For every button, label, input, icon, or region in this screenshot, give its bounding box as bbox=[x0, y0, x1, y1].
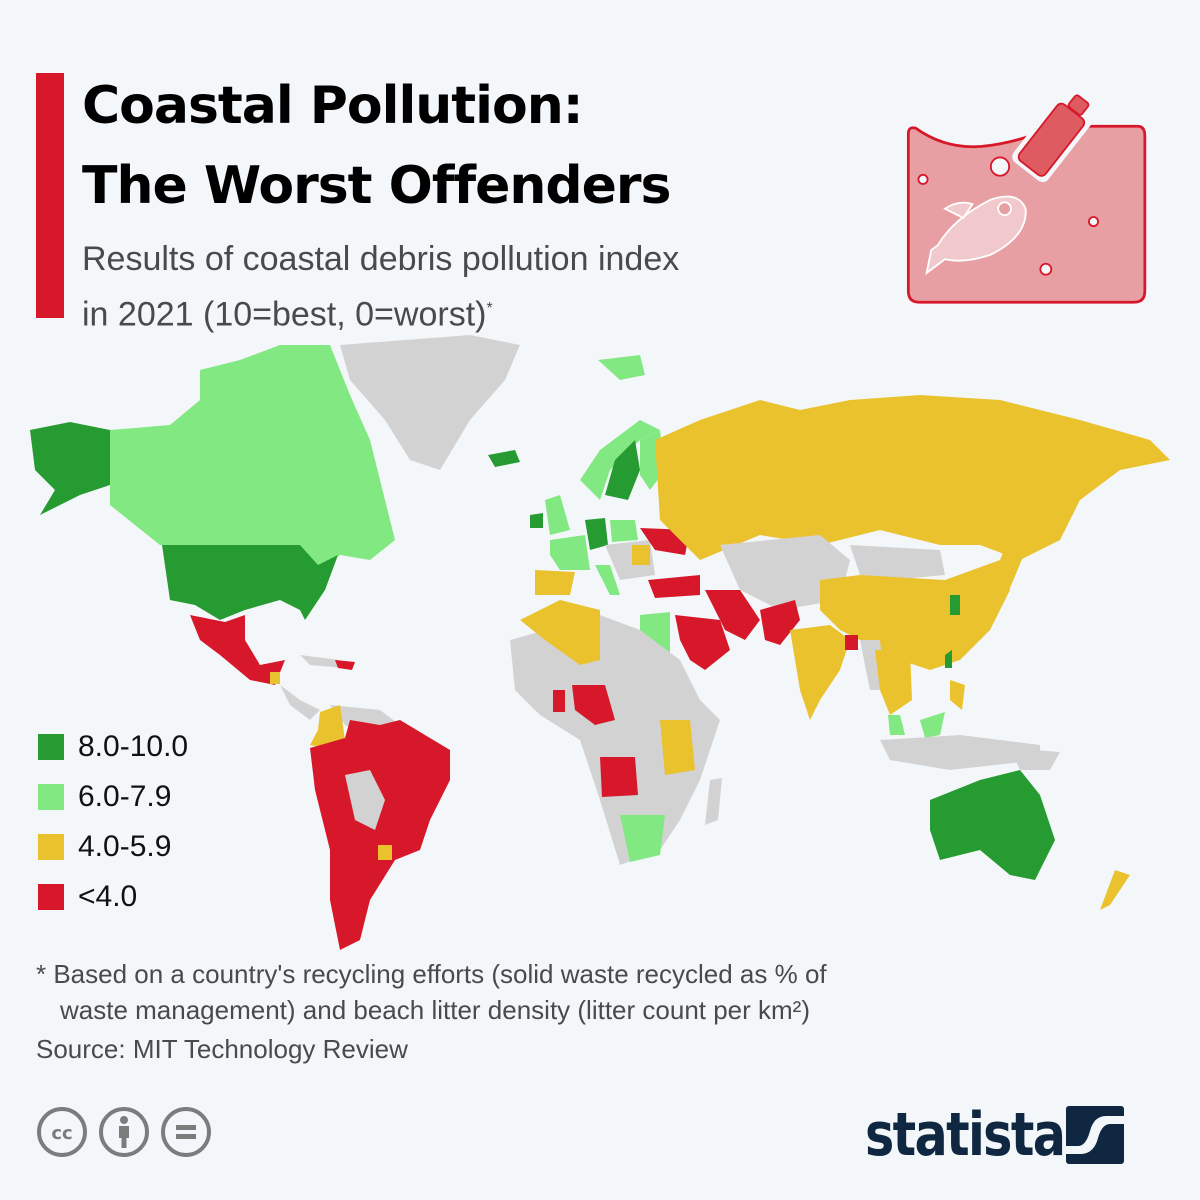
region-spain-portugal bbox=[535, 570, 575, 595]
region-south-africa bbox=[620, 815, 665, 862]
map-legend: 8.0-10.0 6.0-7.9 4.0-5.9 <4.0 bbox=[38, 722, 188, 922]
region-philippines bbox=[950, 680, 965, 710]
legend-label: <4.0 bbox=[78, 880, 138, 913]
region-uruguay bbox=[378, 845, 392, 860]
region-madagascar bbox=[705, 778, 722, 825]
region-usa bbox=[162, 545, 338, 620]
region-indonesia bbox=[880, 735, 1040, 770]
region-poland bbox=[610, 520, 638, 542]
legend-label: 8.0-10.0 bbox=[78, 730, 189, 763]
brand-wordmark: statista bbox=[865, 1100, 1066, 1170]
region-morocco-algeria bbox=[520, 600, 600, 665]
region-uk bbox=[545, 495, 570, 535]
region-pakistan bbox=[760, 600, 800, 645]
region-ireland bbox=[530, 513, 543, 528]
no-derivatives-icon[interactable] bbox=[160, 1106, 212, 1158]
region-africa bbox=[510, 615, 720, 865]
statista-mark-icon bbox=[1066, 1106, 1125, 1164]
legend-item-under-4: <4.0 bbox=[38, 872, 188, 922]
region-germany bbox=[585, 518, 608, 550]
title-line-1: Coastal Pollution: bbox=[82, 76, 584, 136]
region-dominican-republic bbox=[335, 660, 355, 670]
subtitle: Results of coastal debris pollution inde… bbox=[82, 234, 842, 339]
region-colombia-ecuador bbox=[310, 705, 345, 748]
region-romania bbox=[632, 545, 650, 565]
region-mexico bbox=[190, 615, 285, 685]
legend-item-8-10: 8.0-10.0 bbox=[38, 722, 188, 772]
legend-item-6-7.9: 6.0-7.9 bbox=[38, 772, 188, 822]
subtitle-line-2: in 2021 (10=best, 0=worst) bbox=[82, 295, 487, 334]
legend-swatch-light-green bbox=[38, 784, 64, 810]
legend-swatch-yellow bbox=[38, 834, 64, 860]
region-iceland bbox=[488, 450, 520, 467]
region-mongolia bbox=[850, 545, 945, 580]
region-india bbox=[790, 625, 850, 720]
region-saudi-arabia bbox=[675, 615, 730, 670]
title-accent-bar bbox=[36, 73, 64, 318]
region-australia bbox=[930, 770, 1055, 880]
legend-item-4-5.9: 4.0-5.9 bbox=[38, 822, 188, 872]
svg-text:cc: cc bbox=[51, 1123, 72, 1144]
region-greenland bbox=[340, 335, 520, 470]
region-bangladesh bbox=[845, 635, 858, 650]
footnote-line-2: waste management) and beach litter densi… bbox=[60, 995, 811, 1025]
region-ghana bbox=[553, 690, 565, 712]
region-nigeria-cameroon bbox=[572, 685, 615, 725]
cc-icon[interactable]: cc bbox=[36, 1106, 88, 1158]
region-france bbox=[550, 535, 590, 570]
region-papua bbox=[1010, 748, 1060, 770]
statista-logo[interactable]: statista bbox=[865, 1100, 1125, 1170]
legend-swatch-red bbox=[38, 884, 64, 910]
legend-swatch-dark-green bbox=[38, 734, 64, 760]
region-alaska bbox=[30, 422, 110, 515]
footnote: * Based on a country's recycling efforts… bbox=[36, 956, 1036, 1028]
page-title: Coastal Pollution: The Worst Offenders bbox=[82, 66, 671, 226]
attribution-icon[interactable] bbox=[98, 1106, 150, 1158]
region-japan bbox=[985, 510, 1030, 610]
region-russia bbox=[655, 395, 1170, 560]
region-kenya-tanzania bbox=[660, 720, 695, 775]
region-sweden bbox=[605, 440, 640, 500]
legend-label: 6.0-7.9 bbox=[78, 780, 172, 813]
region-italy bbox=[595, 565, 620, 595]
region-brazil-peru-etc bbox=[310, 720, 450, 950]
region-new-zealand bbox=[1100, 870, 1130, 910]
region-iran bbox=[705, 590, 760, 640]
subtitle-line-1: Results of coastal debris pollution inde… bbox=[82, 240, 680, 278]
footnote-line-1: * Based on a country's recycling efforts… bbox=[36, 959, 827, 989]
region-bolivia bbox=[345, 770, 385, 830]
region-turkey bbox=[648, 575, 700, 598]
footnote-marker: * bbox=[486, 300, 493, 317]
source-credit: Source: MIT Technology Review bbox=[36, 1034, 408, 1064]
region-south-korea bbox=[950, 595, 960, 615]
region-taiwan bbox=[945, 650, 952, 668]
region-angola bbox=[600, 757, 638, 797]
region-malaysia bbox=[888, 715, 905, 735]
region-thailand-vietnam bbox=[875, 650, 912, 715]
legend-label: 4.0-5.9 bbox=[78, 830, 172, 863]
license-icons: cc bbox=[36, 1106, 212, 1158]
title-line-2: The Worst Offenders bbox=[82, 156, 671, 216]
region-canada bbox=[110, 345, 395, 570]
polluted-water-bottle-fish-icon bbox=[906, 88, 1147, 304]
world-choropleth-map bbox=[30, 335, 1170, 950]
